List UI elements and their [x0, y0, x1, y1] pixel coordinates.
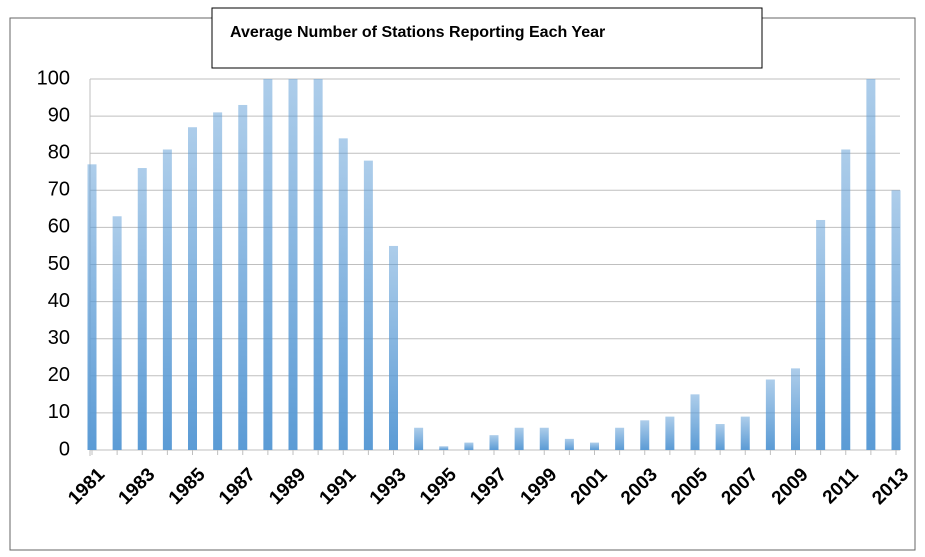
bar — [87, 164, 97, 450]
bar — [188, 127, 197, 450]
bar — [137, 168, 147, 451]
y-tick-label: 50 — [48, 253, 70, 275]
bar — [715, 424, 725, 450]
bar — [816, 219, 826, 450]
bar — [615, 427, 625, 450]
bar — [740, 416, 750, 450]
bar — [489, 435, 499, 450]
y-tick-label: 30 — [48, 327, 70, 349]
bar — [313, 79, 323, 450]
y-tick-label: 10 — [48, 401, 70, 423]
chart-frame — [9, 17, 916, 551]
bar — [590, 442, 599, 450]
bar — [263, 79, 273, 450]
bar — [841, 149, 851, 451]
y-tick-label: 100 — [37, 67, 70, 89]
bar — [414, 427, 424, 450]
y-tick-label: 40 — [48, 290, 70, 312]
bar — [791, 368, 800, 450]
y-tick-label: 60 — [48, 216, 70, 238]
y-tick-label: 20 — [48, 364, 70, 386]
bar — [439, 446, 449, 450]
bar — [389, 245, 398, 450]
bar — [564, 438, 574, 450]
bar — [238, 104, 248, 450]
title-box — [211, 7, 763, 69]
bar — [288, 79, 298, 450]
bar — [338, 138, 348, 451]
bar — [213, 112, 223, 450]
bar — [363, 160, 373, 450]
bar — [539, 427, 549, 450]
bar — [765, 379, 775, 450]
bar — [866, 79, 876, 450]
y-tick-label: 70 — [48, 179, 70, 201]
bar — [464, 442, 474, 450]
chart-title: Average Number of Stations Reporting Eac… — [230, 24, 605, 41]
y-tick-label: 0 — [59, 438, 70, 460]
y-tick-label: 90 — [48, 104, 70, 126]
bar — [162, 149, 172, 451]
y-tick-label: 80 — [48, 141, 70, 163]
bar — [665, 416, 675, 450]
bar — [891, 190, 901, 451]
bar — [640, 420, 650, 450]
bar — [514, 427, 524, 450]
bar — [112, 216, 122, 450]
bar — [690, 394, 700, 450]
